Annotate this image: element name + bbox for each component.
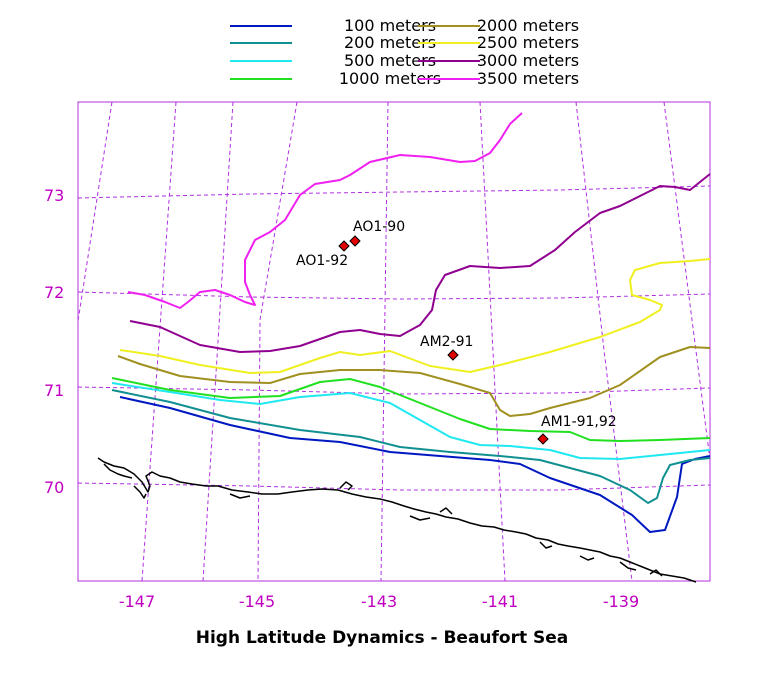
latitude-tick-label: 72 bbox=[44, 283, 64, 302]
station-label: AO1-92 bbox=[296, 253, 348, 269]
latitude-labels: 73 72 71 70 bbox=[44, 186, 64, 497]
longitude-tick-label: -143 bbox=[361, 592, 397, 611]
station-diamond-icon bbox=[537, 433, 549, 445]
legend-label: 1000 meters bbox=[339, 69, 441, 88]
legend-label: 2000 meters bbox=[477, 16, 579, 35]
station-label: AM1-91,92 bbox=[541, 414, 617, 430]
legend-label: 3000 meters bbox=[477, 51, 579, 70]
map-title: High Latitude Dynamics - Beaufort Sea bbox=[196, 628, 569, 648]
station-marker: AO1-90 bbox=[349, 219, 405, 247]
coastline-segment bbox=[539, 541, 553, 549]
coastline-segment bbox=[619, 561, 637, 571]
stations: AO1-90 AO1-92 AM2-91 AM1-91,92 bbox=[296, 219, 617, 445]
coastline-segment bbox=[229, 493, 251, 499]
meridian-line bbox=[202, 101, 234, 582]
depth-contour-line bbox=[119, 258, 711, 374]
legend-label: 500 meters bbox=[344, 51, 436, 70]
longitude-tick-label: -141 bbox=[482, 592, 518, 611]
meridian-line bbox=[141, 101, 177, 582]
legend-label: 2500 meters bbox=[477, 33, 579, 52]
coastline-segment bbox=[409, 515, 431, 521]
legend-label: 100 meters bbox=[344, 16, 436, 35]
meridian-line bbox=[77, 101, 113, 322]
depth-contour-line bbox=[117, 346, 711, 417]
parallel-line bbox=[77, 185, 711, 199]
legend-item: 2000 meters bbox=[418, 16, 579, 35]
coastline-segment bbox=[103, 463, 133, 479]
depth-contour-line bbox=[119, 396, 711, 533]
station-marker: AO1-92 bbox=[296, 240, 350, 269]
graticule bbox=[77, 101, 711, 582]
station-marker: AM2-91 bbox=[420, 334, 473, 361]
coastline-segment bbox=[579, 555, 595, 561]
coastline-segment bbox=[133, 485, 147, 499]
legend-item: 2500 meters bbox=[418, 33, 579, 52]
station-diamond-icon bbox=[447, 349, 459, 361]
coastline-segment bbox=[439, 507, 453, 515]
station-diamond-icon bbox=[349, 235, 361, 247]
legend-item: 3500 meters bbox=[418, 69, 579, 88]
parallel-line bbox=[77, 482, 711, 491]
longitude-tick-label: -145 bbox=[239, 592, 275, 611]
latitude-tick-label: 70 bbox=[44, 478, 64, 497]
coastline-segment bbox=[649, 569, 663, 577]
depth-contour-line bbox=[111, 389, 711, 504]
meridian-line bbox=[380, 101, 389, 582]
latitude-tick-label: 71 bbox=[44, 381, 64, 400]
coastline-segment bbox=[97, 457, 697, 583]
legend-item: 100 meters bbox=[230, 16, 436, 35]
station-marker: AM1-91,92 bbox=[537, 414, 617, 445]
legend-label: 200 meters bbox=[344, 33, 436, 52]
coastline-segment bbox=[339, 481, 353, 491]
parallel-line bbox=[77, 291, 711, 300]
latitude-tick-label: 73 bbox=[44, 186, 64, 205]
meridian-line bbox=[663, 101, 711, 461]
meridian-line bbox=[257, 101, 298, 582]
station-diamond-icon bbox=[338, 240, 350, 252]
station-label: AO1-90 bbox=[353, 219, 405, 235]
map-frame bbox=[77, 101, 711, 582]
legend-item: 500 meters bbox=[230, 51, 436, 70]
legend-item: 1000 meters bbox=[230, 69, 441, 88]
longitude-tick-label: -139 bbox=[603, 592, 639, 611]
meridian-line bbox=[479, 101, 506, 582]
station-label: AM2-91 bbox=[420, 334, 473, 350]
legend-item: 3000 meters bbox=[418, 51, 579, 70]
legend-label: 3500 meters bbox=[477, 69, 579, 88]
bathymetry-contours bbox=[111, 112, 711, 533]
longitude-labels: -147 -145 -143 -141 -139 bbox=[119, 592, 639, 611]
coastline bbox=[97, 457, 697, 583]
longitude-tick-label: -147 bbox=[119, 592, 155, 611]
depth-contour-line bbox=[129, 173, 711, 353]
depth-contour-line bbox=[127, 112, 523, 309]
legend-item: 200 meters bbox=[230, 33, 436, 52]
depth-contour-line bbox=[111, 377, 711, 442]
depth-contour-line bbox=[111, 382, 711, 460]
